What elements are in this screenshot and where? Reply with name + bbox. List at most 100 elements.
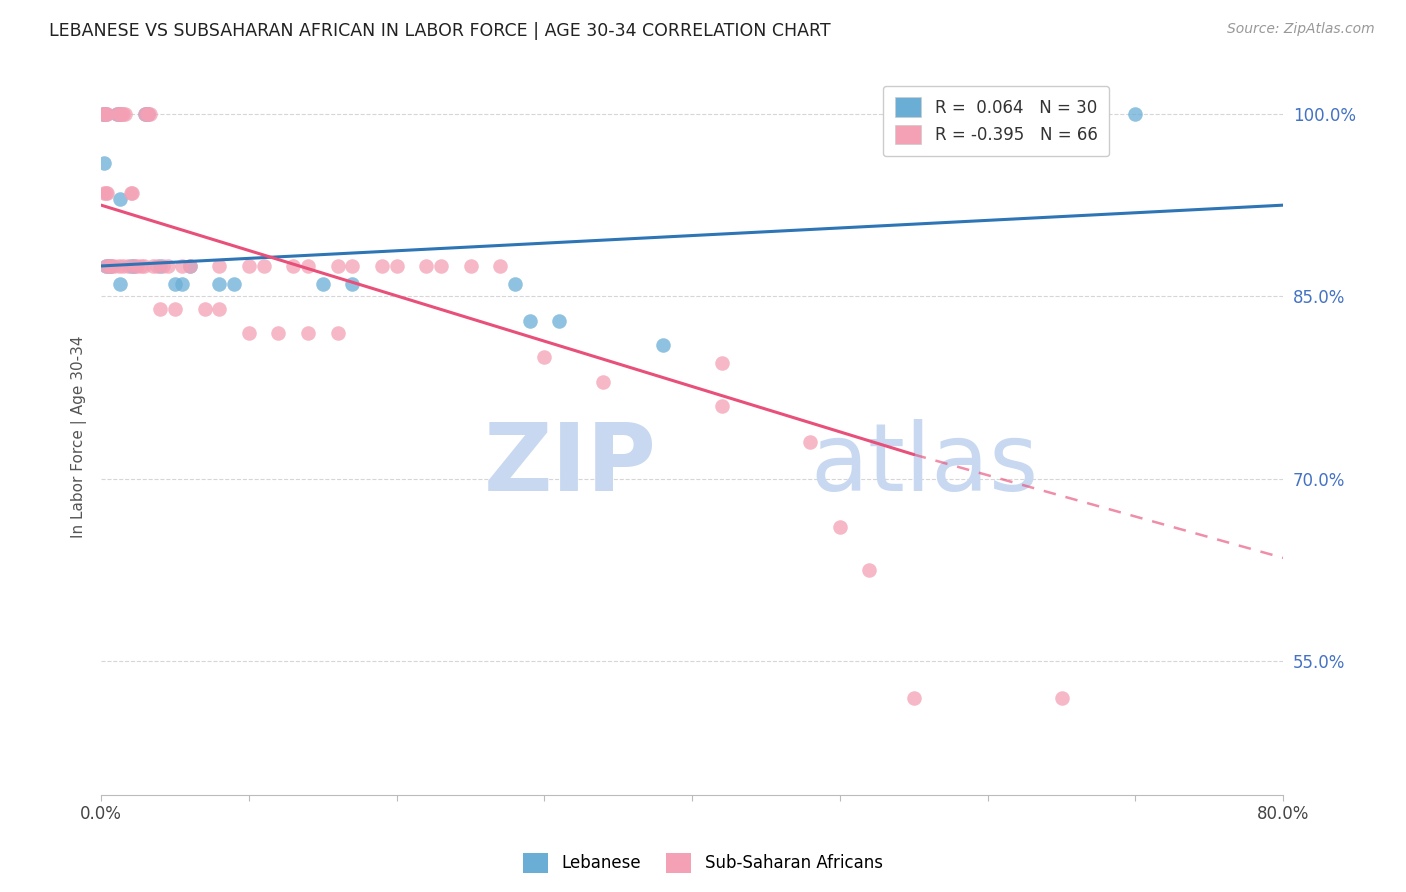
Point <box>120 186 142 200</box>
Point <box>342 259 364 273</box>
Point <box>93 155 115 169</box>
Point <box>149 259 172 273</box>
Point <box>858 563 880 577</box>
Point <box>297 259 319 273</box>
Point <box>179 259 201 273</box>
Point <box>94 107 117 121</box>
Point <box>172 277 194 292</box>
Point <box>93 186 115 200</box>
Point <box>110 192 132 206</box>
Point <box>91 107 114 121</box>
Point <box>122 259 145 273</box>
Point <box>91 107 114 121</box>
Point <box>1125 107 1147 121</box>
Point <box>297 326 319 340</box>
Point <box>125 259 148 273</box>
Text: atlas: atlas <box>810 419 1039 511</box>
Point <box>93 107 115 121</box>
Point <box>134 107 156 121</box>
Point <box>120 259 142 273</box>
Point <box>121 186 143 200</box>
Point <box>152 259 174 273</box>
Point <box>146 259 169 273</box>
Text: Source: ZipAtlas.com: Source: ZipAtlas.com <box>1227 22 1375 37</box>
Point <box>342 277 364 292</box>
Point <box>149 301 172 316</box>
Point <box>139 107 162 121</box>
Point <box>224 277 246 292</box>
Point <box>96 186 118 200</box>
Point <box>371 259 394 273</box>
Point <box>208 259 231 273</box>
Point <box>105 107 128 121</box>
Point <box>533 350 555 364</box>
Point <box>110 107 132 121</box>
Point <box>94 107 117 121</box>
Point <box>430 259 453 273</box>
Point <box>103 259 125 273</box>
Point <box>94 259 117 273</box>
Point <box>163 301 186 316</box>
Point <box>238 326 260 340</box>
Point <box>136 107 159 121</box>
Point <box>592 375 614 389</box>
Point <box>163 277 186 292</box>
Point <box>117 259 139 273</box>
Point <box>138 107 160 121</box>
Point <box>503 277 526 292</box>
Point <box>105 107 128 121</box>
Point <box>208 277 231 292</box>
Point <box>132 259 155 273</box>
Point <box>110 107 132 121</box>
Point <box>828 520 851 534</box>
Point <box>129 259 152 273</box>
Point <box>111 107 134 121</box>
Point <box>710 356 733 370</box>
Point <box>519 314 541 328</box>
Point <box>100 259 122 273</box>
Point <box>112 107 135 121</box>
Point <box>108 107 131 121</box>
Y-axis label: In Labor Force | Age 30-34: In Labor Force | Age 30-34 <box>72 335 87 538</box>
Point <box>208 301 231 316</box>
Point <box>97 259 120 273</box>
Point <box>799 435 821 450</box>
Point <box>172 259 194 273</box>
Point <box>283 259 305 273</box>
Point <box>651 338 673 352</box>
Point <box>112 259 135 273</box>
Point <box>114 107 136 121</box>
Point <box>193 301 215 316</box>
Point <box>710 399 733 413</box>
Point <box>312 277 335 292</box>
Point <box>267 326 290 340</box>
Point <box>548 314 571 328</box>
Point <box>179 259 201 273</box>
Point <box>94 186 117 200</box>
Point <box>326 326 349 340</box>
Legend: Lebanese, Sub-Saharan Africans: Lebanese, Sub-Saharan Africans <box>516 847 890 880</box>
Point <box>460 259 482 273</box>
Point <box>136 107 159 121</box>
Point <box>253 259 276 273</box>
Point <box>134 107 156 121</box>
Point <box>108 107 131 121</box>
Point <box>903 690 925 705</box>
Point <box>385 259 408 273</box>
Point <box>100 259 122 273</box>
Point <box>122 259 145 273</box>
Point <box>326 259 349 273</box>
Point <box>110 277 132 292</box>
Point <box>108 259 131 273</box>
Point <box>415 259 437 273</box>
Point <box>489 259 512 273</box>
Point <box>93 107 115 121</box>
Legend: R =  0.064   N = 30, R = -0.395   N = 66: R = 0.064 N = 30, R = -0.395 N = 66 <box>883 86 1109 156</box>
Point <box>97 259 120 273</box>
Point <box>238 259 260 273</box>
Point <box>94 259 117 273</box>
Point <box>96 107 118 121</box>
Text: LEBANESE VS SUBSAHARAN AFRICAN IN LABOR FORCE | AGE 30-34 CORRELATION CHART: LEBANESE VS SUBSAHARAN AFRICAN IN LABOR … <box>49 22 831 40</box>
Point <box>142 259 165 273</box>
Point <box>138 107 160 121</box>
